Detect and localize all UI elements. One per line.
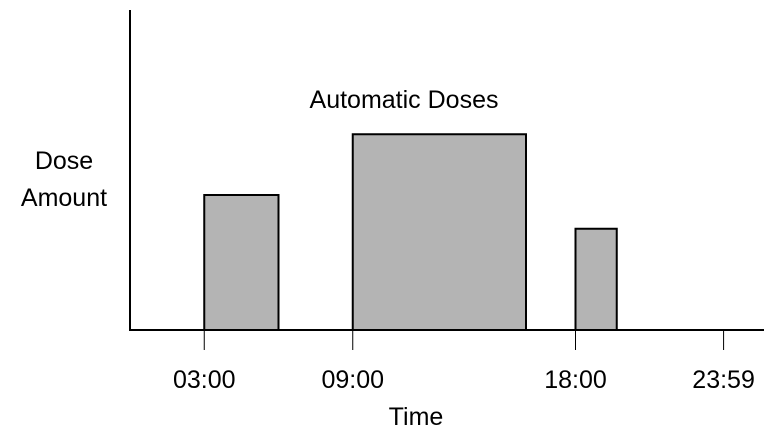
y-axis-label-line-2: Amount — [21, 184, 107, 212]
x-axis-label: Time — [389, 403, 444, 431]
y-axis-label-line-1: Dose — [35, 147, 93, 175]
x-tick-label-4: 23:59 — [692, 366, 755, 394]
dose-bar-2 — [351, 133, 527, 331]
x-tick-label-3: 18:00 — [544, 366, 607, 394]
bars-layer — [203, 133, 618, 331]
dose-bar-3 — [574, 227, 618, 331]
dose-bar-1 — [203, 194, 280, 331]
x-tick-label-1: 03:00 — [173, 366, 236, 394]
ticks-layer: 03:00 09:00 18:00 23:59 — [173, 330, 755, 394]
chart-title: Automatic Doses — [310, 86, 499, 114]
x-tick-label-2: 09:00 — [321, 366, 384, 394]
